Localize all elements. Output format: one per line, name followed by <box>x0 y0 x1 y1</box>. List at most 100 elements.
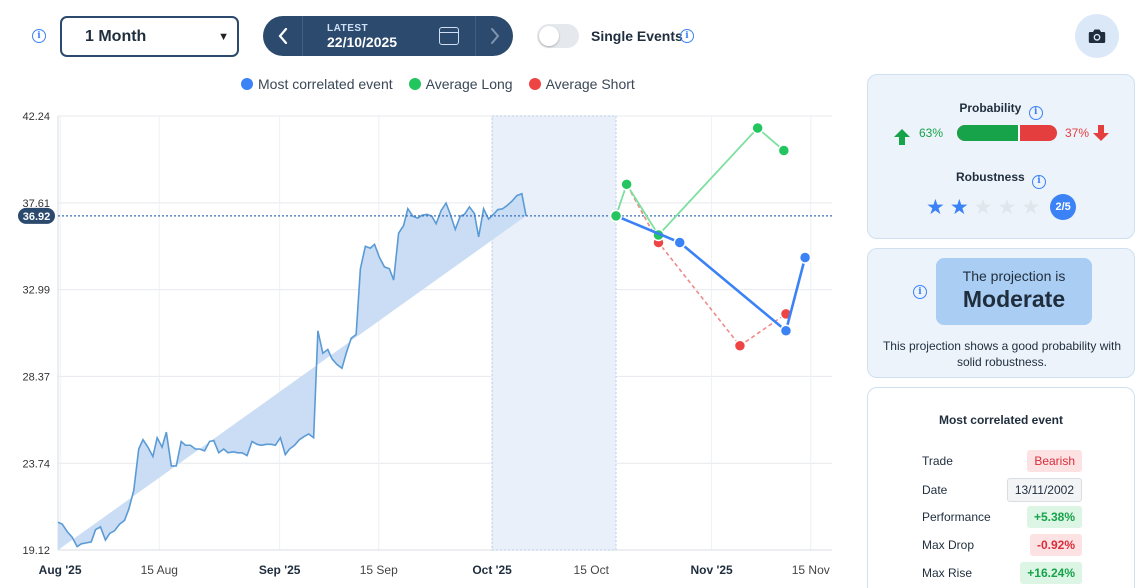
probability-row: 63% 37% <box>894 125 1109 145</box>
x-tick-label: 15 Aug <box>141 563 178 577</box>
current-date: 22/10/2025 <box>327 33 398 50</box>
most-correlated-panel: Most correlated event Trade Bearish Date… <box>867 387 1135 588</box>
screenshot-button[interactable] <box>1075 14 1119 58</box>
projection-description: This projection shows a good probability… <box>882 339 1122 369</box>
legend-label: Most correlated event <box>258 76 393 92</box>
date-navigator: LATEST 22/10/2025 <box>263 16 513 56</box>
camera-icon <box>1088 29 1106 43</box>
calendar-icon[interactable] <box>439 27 459 45</box>
series-point <box>777 144 791 157</box>
projection-info-icon[interactable]: i <box>913 285 927 299</box>
arrow-up-icon <box>894 129 910 145</box>
event-label: Date <box>922 483 948 497</box>
robustness-star: ★ <box>973 194 993 219</box>
single-events-toggle[interactable] <box>537 24 579 48</box>
chart-legend: Most correlated event Average Long Avera… <box>241 76 635 92</box>
period-select[interactable]: 1 Month ▼ <box>60 16 239 57</box>
legend-item-average-long[interactable]: Average Long <box>408 76 513 92</box>
x-tick-label: Nov '25 <box>691 563 734 577</box>
series-point <box>798 251 812 264</box>
x-tick-label: 15 Nov <box>792 563 830 577</box>
x-tick-label: Oct '25 <box>472 563 512 577</box>
chevron-right-icon <box>490 28 499 44</box>
legend-label: Average Long <box>425 76 513 92</box>
legend-dot <box>528 78 541 90</box>
series-line <box>615 214 807 334</box>
series-start-point <box>609 209 623 223</box>
y-tick-label: 32.99 <box>22 285 50 297</box>
event-label: Trade <box>922 454 953 468</box>
latest-label: LATEST <box>327 22 369 34</box>
event-row-performance: Performance +5.38% <box>922 506 1082 528</box>
event-value: 13/11/2002 <box>1006 478 1082 502</box>
projection-panel: i The projection is Moderate This projec… <box>867 248 1135 378</box>
probability-title-text: Probability <box>959 101 1022 115</box>
toggle-knob <box>539 26 559 46</box>
legend-label: Average Short <box>545 76 635 92</box>
robustness-info-icon[interactable]: i <box>1032 174 1047 189</box>
event-label: Max Drop <box>922 538 975 552</box>
legend-dot <box>408 78 421 90</box>
robustness-title: Robustness i <box>868 170 1134 189</box>
robustness-star: ★ <box>926 194 945 219</box>
price-area <box>58 193 527 550</box>
x-tick-label: 15 Sep <box>360 563 398 577</box>
event-label: Max Rise <box>922 566 973 580</box>
probability-title: Probability i <box>868 101 1134 120</box>
y-tick-label: 23.74 <box>22 458 50 470</box>
x-tick-label: Aug '25 <box>39 563 82 577</box>
event-row-max-rise: Max Rise +16.24% <box>922 562 1082 584</box>
projection-line1: The projection is <box>962 268 1066 284</box>
period-value: 1 Month <box>85 27 147 45</box>
chevron-down-icon: ▼ <box>218 30 229 43</box>
single-events-info-icon[interactable]: i <box>680 29 694 43</box>
robustness-star: ★ <box>997 194 1017 219</box>
y-tick-label: 19.12 <box>22 545 50 557</box>
event-value: Bearish <box>1027 450 1082 472</box>
robustness-stars: ★ ★ ★ ★ ★ 2/5 <box>926 194 1077 220</box>
y-tick-label: 37.61 <box>22 198 50 210</box>
event-value: +5.38% <box>1026 506 1082 528</box>
single-events-label: Single Events <box>591 28 683 44</box>
arrow-down-icon <box>1093 125 1109 141</box>
probability-panel: Probability i 63% 37% Robustness i ★ ★ ★ ★ ★… <box>867 74 1135 239</box>
current-price-value: 36.92 <box>23 211 51 223</box>
series-point <box>733 339 747 353</box>
current-price-badge <box>18 207 55 224</box>
probability-down: 37% <box>1065 126 1090 140</box>
price-chart[interactable]: 42.24 37.61 32.99 28.37 23.74 19.12 36.92 Aug '… <box>0 100 850 588</box>
legend-dot <box>241 78 253 90</box>
robustness-badge: 2/5 <box>1050 194 1077 220</box>
x-tick-label: 15 Oct <box>574 563 610 577</box>
legend-item-average-short[interactable]: Average Short <box>528 76 635 92</box>
event-value: -0.92% <box>1029 534 1082 556</box>
period-info-icon[interactable]: i <box>32 29 46 43</box>
y-tick-label: 28.37 <box>22 371 50 383</box>
series-point <box>751 121 764 135</box>
date-display[interactable]: LATEST 22/10/2025 <box>303 23 475 50</box>
series-point <box>620 178 633 191</box>
x-tick-label: Sep '25 <box>259 563 301 577</box>
projection-badge: The projection is Moderate <box>936 258 1092 325</box>
event-row-max-drop: Max Drop -0.92% <box>922 534 1082 556</box>
legend-item-most-correlated[interactable]: Most correlated event <box>241 76 393 92</box>
prev-date-button[interactable] <box>263 16 303 56</box>
probability-up: 63% <box>919 126 944 140</box>
chevron-left-icon <box>278 28 287 44</box>
series-point <box>673 236 686 249</box>
event-row-date: Date 13/11/2002 <box>922 478 1082 502</box>
series-point <box>779 324 793 337</box>
robustness-star: ★ <box>949 194 969 219</box>
series-line <box>615 126 785 237</box>
y-tick-label: 42.24 <box>22 111 50 123</box>
probability-bar-up <box>957 125 1020 141</box>
price-line <box>57 192 527 548</box>
probability-info-icon[interactable]: i <box>1028 105 1043 120</box>
event-row-trade: Trade Bearish <box>922 450 1082 472</box>
next-date-button[interactable] <box>475 16 513 56</box>
event-value: +16.24% <box>1020 562 1082 584</box>
probability-bar <box>957 125 1057 141</box>
most-correlated-title: Most correlated event <box>938 413 1064 427</box>
robustness-star: ★ <box>1021 194 1041 219</box>
